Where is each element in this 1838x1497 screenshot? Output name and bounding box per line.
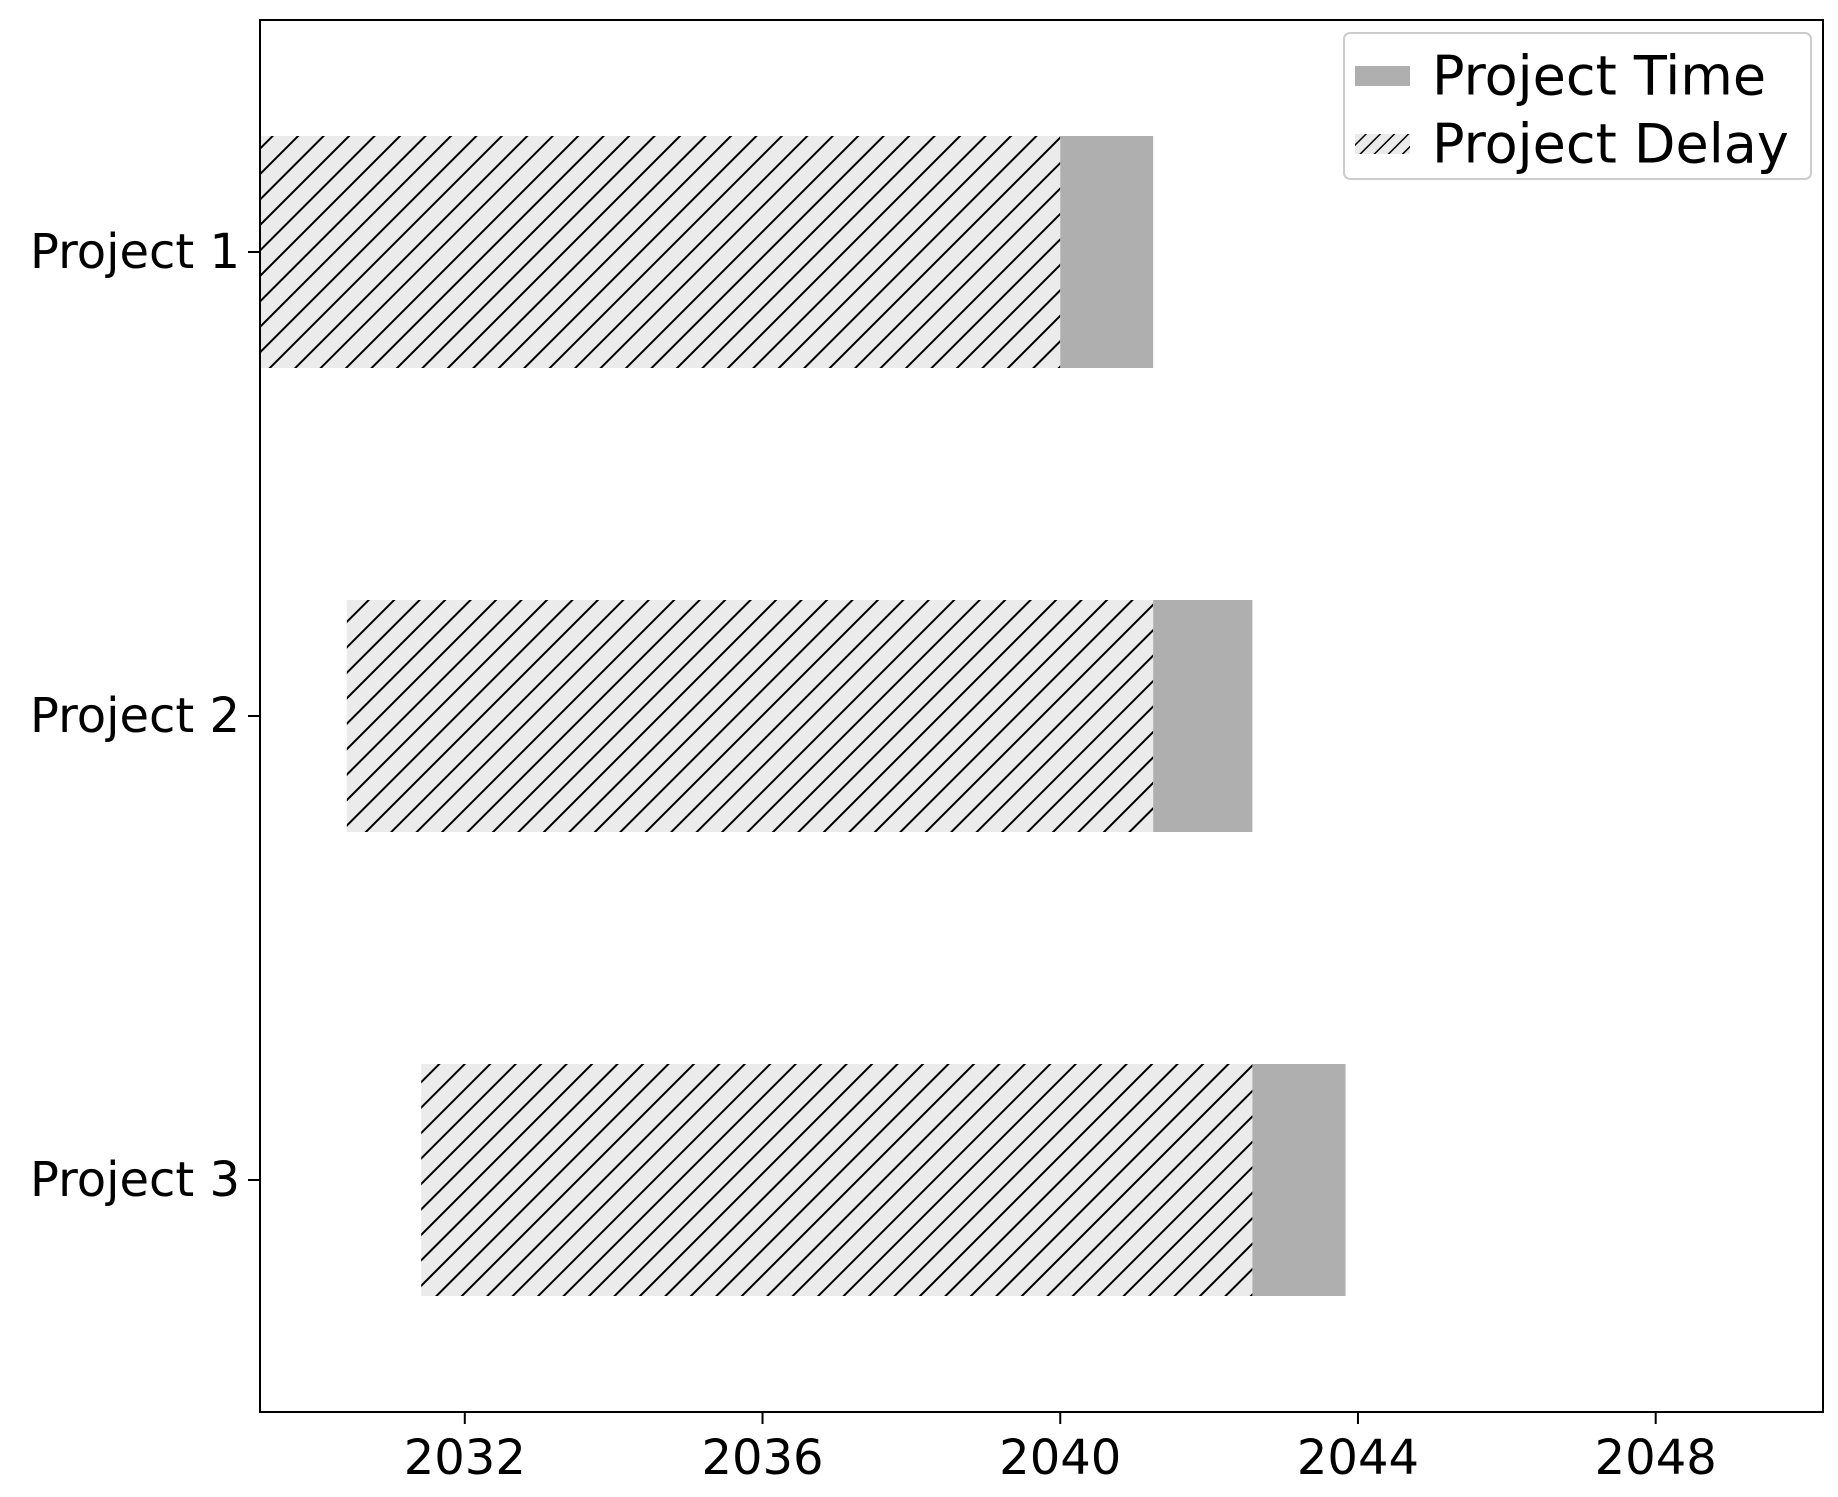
- legend-box: [1343, 32, 1812, 180]
- legend-label: Project Time: [1432, 45, 1766, 108]
- delay-bar-project-2: [346, 600, 1154, 832]
- x-tick-label: 2044: [1297, 1430, 1419, 1486]
- legend-swatch-time: [1355, 66, 1410, 86]
- legend-label: Project Delay: [1432, 113, 1789, 176]
- bars-layer: [260, 136, 1346, 1296]
- y-tick-label: Project 2: [30, 688, 240, 744]
- legend-swatch-delay: [1355, 134, 1410, 154]
- y-tick-label: Project 1: [30, 224, 240, 280]
- x-axis: 2032 2036 2040 2044 2048: [404, 1412, 1717, 1486]
- x-tick-label: 2036: [701, 1430, 823, 1486]
- time-bar-project-3: [1252, 1064, 1346, 1296]
- x-tick-label: 2032: [404, 1430, 526, 1486]
- time-bar-project-2: [1153, 600, 1253, 832]
- time-bar-project-1: [1060, 136, 1154, 368]
- y-tick-label: Project 3: [30, 1152, 240, 1208]
- y-axis: Project 1 Project 2 Project 3: [30, 224, 260, 1208]
- plot-frame: [259, 19, 1824, 1413]
- delay-bar-project-1: [260, 136, 1061, 368]
- x-tick-label: 2040: [999, 1430, 1121, 1486]
- x-tick-label: 2048: [1595, 1430, 1717, 1486]
- delay-bar-project-3: [421, 1064, 1253, 1296]
